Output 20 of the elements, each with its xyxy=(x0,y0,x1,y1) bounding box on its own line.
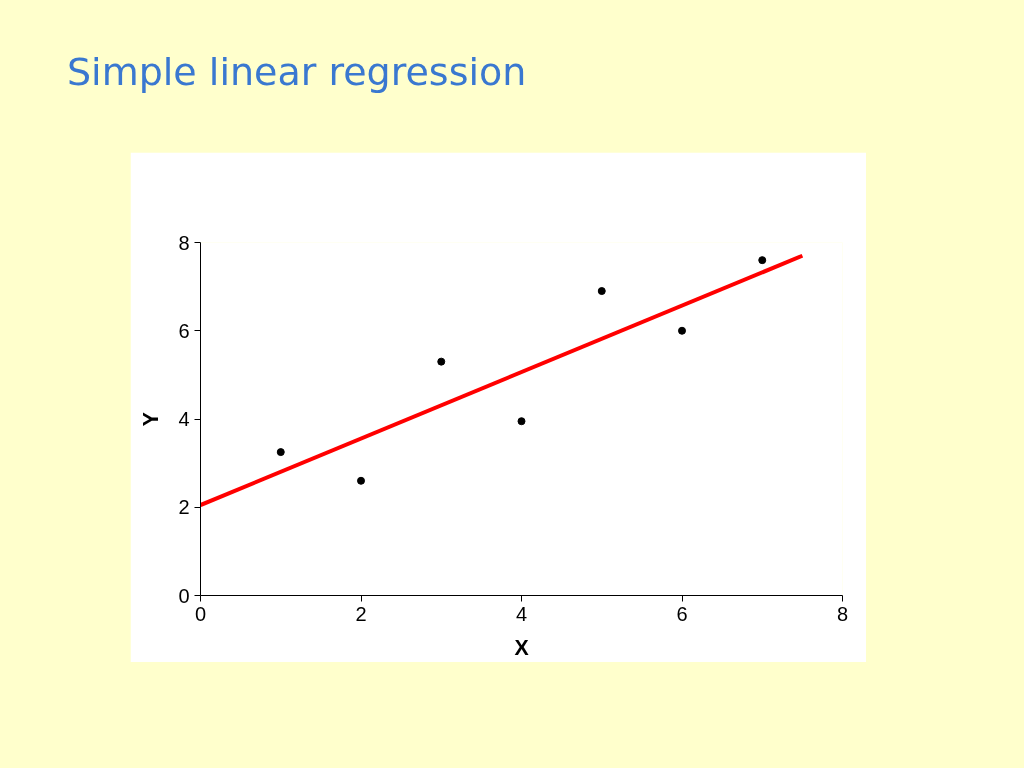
y-tick-label: 6 xyxy=(178,319,190,342)
x-tick-label: 4 xyxy=(515,602,528,625)
point xyxy=(758,256,767,265)
point xyxy=(357,476,365,485)
point xyxy=(678,326,686,335)
x-tick-label: 6 xyxy=(676,602,688,625)
x-tick-label: 0 xyxy=(194,602,207,625)
point xyxy=(597,287,606,296)
y-axis-title: Y xyxy=(139,411,164,427)
x-tick-label: 2 xyxy=(355,602,367,625)
point xyxy=(276,448,285,457)
chart-title: Simple linear regression xyxy=(67,49,527,96)
y-tick-label: 0 xyxy=(178,584,190,607)
point xyxy=(437,357,446,366)
x-tick-label: 8 xyxy=(836,602,849,625)
point xyxy=(517,417,526,426)
y-tick-label: 4 xyxy=(178,408,190,430)
x-axis-title: X xyxy=(514,635,530,660)
y-tick-label: 8 xyxy=(178,231,190,254)
y-tick-label: 2 xyxy=(178,496,190,519)
